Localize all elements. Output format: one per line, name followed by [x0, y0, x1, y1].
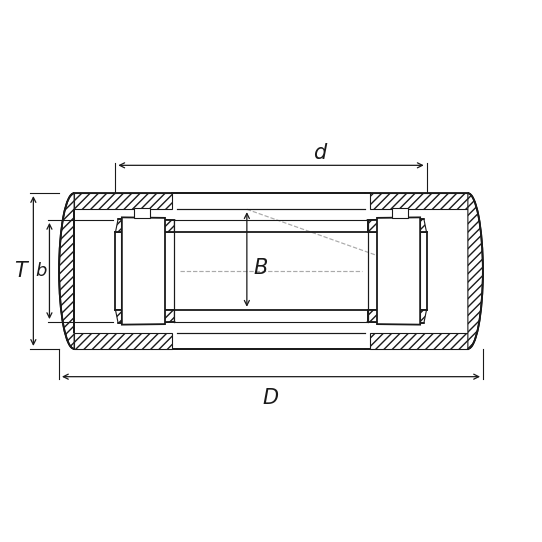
Text: b: b — [35, 262, 47, 280]
Polygon shape — [392, 208, 408, 218]
Text: d: d — [313, 143, 326, 163]
Text: D: D — [263, 389, 279, 409]
Polygon shape — [370, 193, 468, 209]
Polygon shape — [468, 193, 483, 349]
Polygon shape — [377, 217, 420, 325]
Polygon shape — [367, 309, 427, 323]
Polygon shape — [115, 219, 175, 233]
Polygon shape — [74, 333, 172, 349]
Polygon shape — [367, 219, 427, 233]
Polygon shape — [115, 309, 175, 323]
Polygon shape — [370, 333, 468, 349]
Text: B: B — [253, 259, 268, 279]
Polygon shape — [134, 208, 150, 218]
Polygon shape — [74, 193, 172, 209]
Polygon shape — [59, 193, 74, 349]
Polygon shape — [122, 217, 165, 325]
Text: T: T — [14, 261, 27, 281]
